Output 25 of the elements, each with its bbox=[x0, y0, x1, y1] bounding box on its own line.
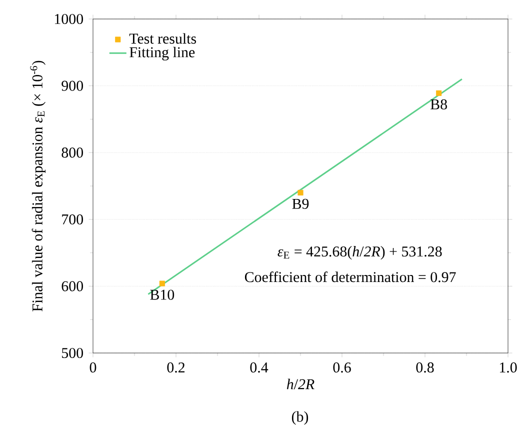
y-tick-label: 1000 bbox=[54, 14, 83, 24]
y-tick-label: 900 bbox=[62, 80, 83, 91]
legend-label: Fitting line bbox=[130, 46, 195, 60]
y-tick-label: 700 bbox=[62, 214, 83, 224]
point bbox=[436, 90, 442, 96]
y-tick-label: 800 bbox=[62, 148, 83, 158]
legend-label: Test results bbox=[129, 33, 196, 44]
x-axis-title: h/2R bbox=[286, 378, 314, 390]
point bbox=[298, 190, 304, 196]
x-tick-label: 0.2 bbox=[167, 362, 185, 373]
annotation: B9 bbox=[292, 198, 309, 209]
x-tick-label: 0 bbox=[90, 362, 96, 373]
annotation: B8 bbox=[430, 99, 447, 110]
x-tick-label: 1.0 bbox=[500, 362, 517, 373]
x-tick-label: 0.4 bbox=[250, 362, 268, 373]
y-tick-label: 500 bbox=[62, 348, 83, 358]
x-tick-label: 0.6 bbox=[333, 362, 351, 373]
text: (b) bbox=[292, 411, 308, 425]
annotation: Coefficient of determination = 0.97 bbox=[244, 271, 456, 282]
annotation: ε$_{E}$ = 425.68(h/2R) + 531.28 bbox=[278, 246, 442, 260]
y-tick-label: 600 bbox=[62, 281, 83, 292]
x-tick-label: 0.8 bbox=[416, 362, 434, 373]
y-axis-title: Final value of radial expansion ε$_{E}$ (× 10$^{-6}$) bbox=[30, 60, 46, 312]
point bbox=[159, 280, 165, 286]
annotation: B10 bbox=[150, 290, 174, 300]
